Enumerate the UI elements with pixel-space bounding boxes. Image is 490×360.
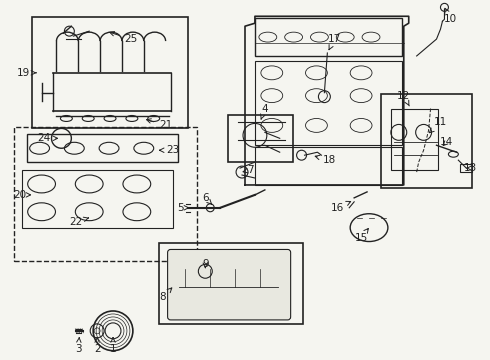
Bar [255, 61, 402, 145]
Text: 15: 15 [354, 229, 368, 243]
Text: 17: 17 [328, 34, 341, 50]
Text: 10: 10 [444, 8, 457, 24]
Text: 7: 7 [243, 165, 253, 175]
Text: 3: 3 [75, 338, 82, 354]
Text: 5: 5 [177, 203, 189, 213]
FancyBboxPatch shape [168, 249, 291, 320]
Bar [159, 243, 302, 324]
Bar [381, 94, 472, 188]
Bar [14, 127, 197, 261]
Bar [22, 170, 172, 228]
Text: 19: 19 [17, 68, 36, 78]
Text: 14: 14 [440, 137, 453, 147]
Text: 25: 25 [110, 32, 138, 44]
Bar [228, 114, 293, 162]
Text: 9: 9 [202, 259, 209, 269]
Text: 24: 24 [37, 133, 57, 143]
Bar [26, 134, 177, 162]
Text: 4: 4 [261, 104, 268, 119]
Text: 16: 16 [331, 201, 351, 213]
Text: 12: 12 [397, 91, 411, 106]
Bar [32, 17, 189, 129]
Text: 22: 22 [70, 217, 89, 227]
Text: 18: 18 [315, 155, 336, 165]
Text: 2: 2 [94, 338, 100, 354]
Bar [391, 109, 439, 170]
Bar [255, 18, 402, 56]
Text: 21: 21 [147, 119, 172, 130]
Text: 6: 6 [202, 193, 212, 204]
Bar [460, 164, 472, 172]
Text: 1: 1 [110, 338, 116, 354]
Text: 11: 11 [429, 117, 447, 133]
Text: 13: 13 [464, 163, 477, 173]
Text: 8: 8 [159, 288, 172, 302]
Bar [255, 147, 402, 185]
Text: 23: 23 [160, 145, 179, 155]
Text: 20: 20 [13, 190, 30, 200]
